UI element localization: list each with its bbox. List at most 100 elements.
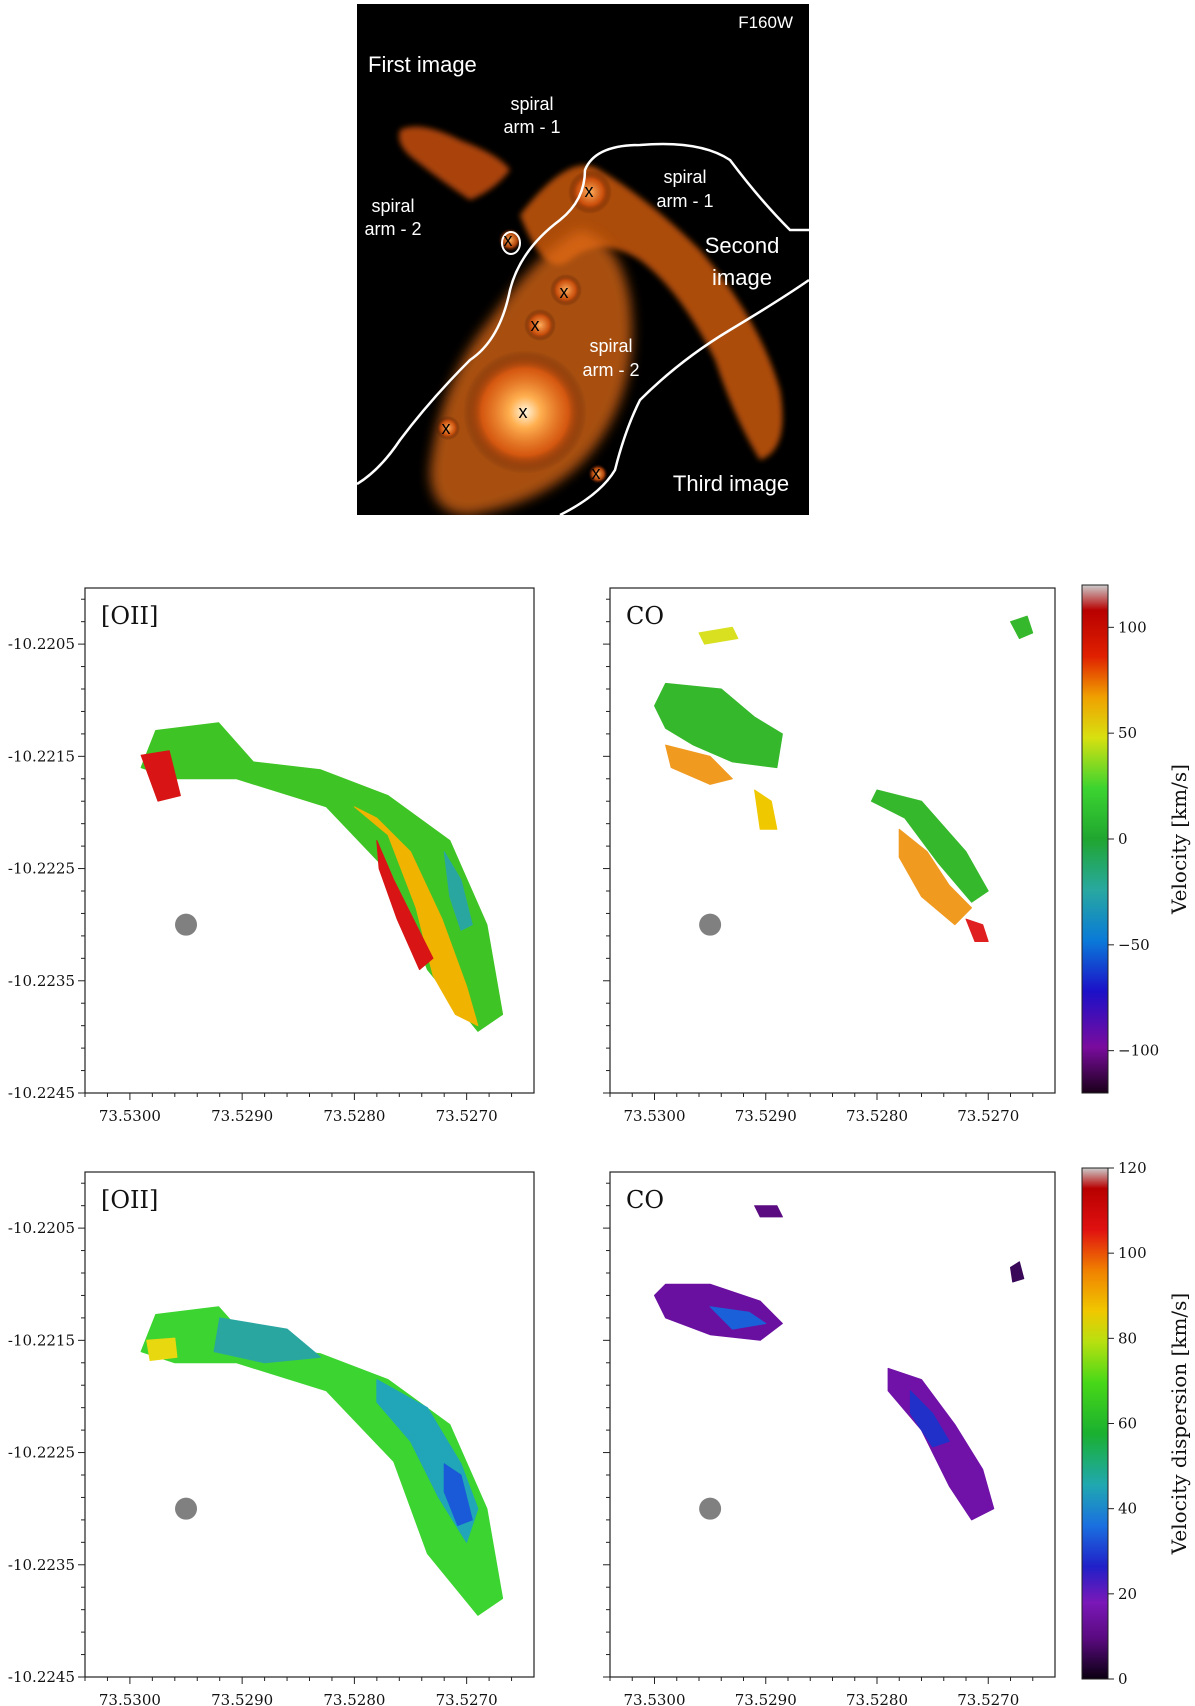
colorbar-tick-label: −50 — [1118, 936, 1150, 954]
colorbar-tick-label: 100 — [1118, 1244, 1147, 1262]
data-region — [709, 1306, 767, 1330]
bright-knot — [568, 170, 612, 214]
filter-label: F160W — [738, 13, 793, 32]
y-tick-label: -10.2205 — [8, 635, 75, 653]
x-tick-label: 73.5270 — [957, 1691, 1019, 1706]
x-tick-label: 73.5280 — [846, 1691, 908, 1706]
spiral-arm-label: arm - 2 — [364, 219, 421, 239]
spiral-arm-label: spiral — [371, 196, 414, 216]
critical-curve-loop — [501, 231, 521, 255]
data-region — [754, 789, 778, 830]
first-image-arm — [399, 126, 510, 200]
x-tick-label: 73.5290 — [735, 1107, 797, 1125]
oii-dispersion-panel: [OII] 73.5300 73.5290 73.5280 73.5270 -10.220… — [8, 1171, 535, 1706]
x-tick-label: 73.5280 — [846, 1107, 908, 1125]
colorbar-tick-label: 80 — [1118, 1329, 1137, 1347]
bright-knot — [436, 416, 460, 440]
hst-galaxy-light — [399, 126, 783, 515]
third-image-label: Third image — [673, 471, 789, 496]
x-tick-label: 73.5290 — [735, 1691, 797, 1706]
y-tick-label: -10.2245 — [8, 1084, 75, 1102]
marker-x: x — [519, 402, 528, 422]
y-tick-label: -10.2215 — [8, 747, 75, 765]
data-region — [909, 1390, 950, 1448]
x-tick-label: 73.5300 — [623, 1691, 685, 1706]
bright-knot — [524, 309, 556, 341]
spiral-arm-label: spiral — [663, 167, 706, 187]
y-tick-label: -10.2205 — [8, 1219, 75, 1237]
critical-curve-lower — [559, 278, 809, 515]
panel-title: [OII] — [101, 602, 158, 630]
y-tick-label: -10.2245 — [8, 1668, 75, 1686]
spiral-arm-label: spiral — [589, 336, 632, 356]
second-image-label: image — [712, 265, 772, 290]
x-tick-label: 73.5300 — [623, 1107, 685, 1125]
colorbar-tick-label: 0 — [1118, 830, 1128, 848]
marker-x: x — [531, 315, 540, 335]
beam-marker — [699, 1497, 722, 1520]
marker-x: x — [504, 230, 513, 250]
data-region — [1010, 1261, 1025, 1283]
co-velocity-panel: CO 73.5300 73.5290 73.5280 73.5270 — [603, 587, 1056, 1125]
data-region — [1010, 615, 1034, 639]
x-tick-label: 73.5280 — [323, 1691, 385, 1706]
colorbar-tick-label: 40 — [1118, 1500, 1137, 1518]
panel-title: [OII] — [101, 1186, 158, 1214]
data-region — [213, 1317, 322, 1364]
data-region — [754, 1205, 783, 1218]
x-tick-label: 73.5270 — [957, 1107, 1019, 1125]
position-markers: x x x x x x x — [442, 181, 601, 483]
data-region — [443, 851, 473, 931]
bright-knot — [588, 464, 608, 484]
y-tick-label: -10.2235 — [8, 1556, 75, 1574]
x-tick-label: 73.5290 — [211, 1691, 273, 1706]
plot-area — [610, 1172, 1055, 1677]
x-tick-label: 73.5270 — [436, 1107, 498, 1125]
data-region — [665, 744, 733, 785]
marker-x: x — [442, 418, 451, 438]
colorbar-tick-label: −100 — [1118, 1042, 1159, 1060]
marker-x: x — [592, 463, 601, 483]
panel-title: CO — [626, 602, 664, 630]
data-region — [898, 828, 973, 926]
spiral-arm-label: arm - 2 — [582, 360, 639, 380]
data-region — [376, 840, 434, 971]
oii-velocity-panel: [OII] 73.5300 73.5290 73.5280 73.5270 -10.220… — [8, 587, 535, 1125]
x-tick-label: 73.5300 — [99, 1107, 161, 1125]
panel-title: CO — [626, 1186, 664, 1214]
y-tick-label: -10.2215 — [8, 1331, 75, 1349]
x-tick-label: 73.5290 — [211, 1107, 273, 1125]
y-tick-label: -10.2225 — [8, 860, 75, 878]
data-region — [443, 1463, 473, 1526]
second-image-label: Second — [705, 233, 780, 258]
beam-marker — [175, 913, 198, 936]
colorbar-tick-label: 50 — [1118, 724, 1137, 742]
lens-galaxy-core — [463, 350, 587, 474]
plot-area — [610, 588, 1055, 1093]
colorbar-tick-label: 100 — [1118, 618, 1147, 636]
x-tick-label: 73.5280 — [323, 1107, 385, 1125]
marker-x: x — [560, 282, 569, 302]
spiral-arm-label: arm - 1 — [503, 117, 560, 137]
marker-x: x — [585, 181, 594, 201]
beam-marker — [699, 913, 722, 936]
data-region — [353, 806, 479, 1027]
data-region — [698, 626, 739, 645]
spiral-arm-label: spiral — [510, 94, 553, 114]
hst-image-panel: F160W First image spiral arm - 1 spiral … — [357, 4, 809, 515]
velocity-colorbar: 100 50 0 −50 −100 Velocity [km/s] — [1081, 584, 1191, 1094]
x-tick-label: 73.5300 — [99, 1691, 161, 1706]
beam-marker — [175, 1497, 198, 1520]
y-tick-label: -10.2235 — [8, 972, 75, 990]
colorbar-tick-label: 0 — [1118, 1670, 1128, 1688]
y-tick-label: -10.2225 — [8, 1444, 75, 1462]
x-tick-label: 73.5270 — [436, 1691, 498, 1706]
colorbar-gradient — [1081, 584, 1109, 1094]
critical-curve-upper — [357, 142, 809, 486]
dispersion-colorbar: 120 100 80 60 40 20 0 Velocity dispersion [km/s… — [1081, 1159, 1191, 1688]
colorbar-tick-label: 60 — [1118, 1415, 1137, 1433]
colorbar-label: Velocity dispersion [km/s] — [1167, 1293, 1191, 1555]
first-image-label: First image — [368, 52, 477, 77]
colorbar-tick-label: 20 — [1118, 1585, 1137, 1603]
